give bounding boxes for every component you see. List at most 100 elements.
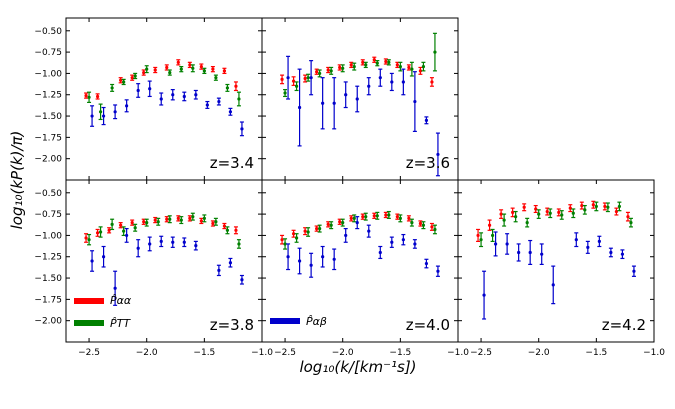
point-cross (321, 255, 325, 259)
point-alpha (580, 203, 584, 208)
point-tt (318, 71, 322, 76)
point-alpha (372, 214, 376, 218)
x-tick-label: −1.0 (447, 348, 469, 358)
point-cross (321, 101, 325, 105)
point-tt (341, 66, 345, 70)
point-cross (574, 238, 578, 242)
panels-layer: −0.50 −0.75 −1.00 −1.25 −1.50 −1.75 −2.00 z=3.4… (34, 17, 665, 358)
point-tt (156, 220, 160, 224)
y-tick-label: −0.50 (34, 27, 62, 37)
point-tt (421, 65, 426, 69)
point-alpha (176, 60, 180, 64)
point-alpha (142, 220, 146, 224)
redshift-label: z=4.0 (406, 316, 450, 334)
point-alpha (395, 215, 399, 219)
point-alpha (188, 63, 192, 67)
legend-label-alpha: P̂αα (110, 294, 132, 307)
point-alpha (142, 70, 146, 75)
point-cross (217, 268, 221, 272)
point-alpha (418, 221, 423, 226)
point-alpha (95, 94, 100, 99)
legend-label-tt: P̂TT (110, 317, 131, 330)
x-tick-label: −2.0 (136, 348, 158, 358)
point-cross (390, 240, 394, 244)
point-cross (482, 293, 486, 297)
point-alpha (130, 76, 134, 80)
point-alpha (487, 223, 492, 227)
point-cross (551, 283, 555, 287)
point-tt (375, 61, 379, 65)
y-tick-label: −1.00 (34, 69, 62, 79)
point-alpha (384, 59, 388, 64)
point-alpha (280, 77, 284, 81)
point-alpha (395, 63, 399, 67)
point-cross (113, 286, 117, 290)
point-tt (145, 221, 149, 225)
point-cross (90, 114, 94, 118)
point-cross (505, 242, 509, 246)
point-cross (286, 255, 290, 259)
panel-frame (457, 179, 655, 343)
point-cross (309, 263, 313, 267)
point-alpha (84, 236, 88, 240)
point-cross (113, 110, 117, 114)
point-cross (240, 278, 244, 282)
x-tick-label: −2.5 (274, 348, 296, 358)
point-tt (375, 214, 379, 218)
point-cross (309, 76, 313, 80)
point-cross (632, 269, 636, 273)
point-tt (191, 66, 195, 70)
point-cross (424, 118, 429, 122)
point-cross (125, 104, 129, 108)
point-alpha (119, 78, 123, 82)
point-tt (548, 211, 552, 215)
point-cross (367, 229, 371, 233)
legend-layer: P̂αα P̂TT P̂αβ (74, 294, 327, 330)
point-alpha (222, 69, 227, 73)
point-alpha (234, 228, 238, 232)
point-tt (237, 242, 241, 246)
point-tt (502, 218, 506, 222)
point-alpha (119, 223, 123, 227)
point-alpha (84, 93, 88, 98)
point-tt (87, 238, 91, 242)
panel-2: z=3.6 (261, 17, 459, 181)
point-cross (194, 244, 198, 248)
point-alpha (326, 222, 330, 226)
point-alpha (326, 68, 330, 72)
y-axis-label: log₁₀(kP(k)/π) (8, 131, 26, 230)
point-tt (387, 213, 391, 217)
point-alpha (557, 210, 561, 214)
point-alpha (407, 216, 411, 220)
point-tt (133, 226, 137, 230)
point-alpha (315, 70, 319, 74)
x-tick-label: −2.0 (332, 348, 354, 358)
point-tt (110, 222, 114, 226)
point-cross (171, 93, 175, 97)
point-alpha (418, 69, 423, 73)
point-alpha (430, 225, 434, 229)
point-tt (352, 65, 356, 69)
point-tt (179, 218, 183, 222)
point-cross (332, 101, 336, 105)
point-cross (194, 93, 198, 97)
point-cross (159, 97, 163, 101)
y-tick-label: −1.00 (34, 231, 62, 241)
point-alpha (176, 216, 180, 220)
point-alpha (291, 79, 296, 83)
point-tt (329, 223, 333, 227)
point-tt (98, 230, 103, 234)
point-alpha (614, 209, 619, 214)
point-alpha (315, 227, 319, 231)
y-tick-label: −1.25 (34, 253, 62, 263)
point-cross (413, 242, 417, 246)
point-cross (355, 221, 359, 225)
point-tt (283, 91, 287, 95)
point-alpha (153, 68, 157, 72)
point-alpha (234, 84, 238, 88)
x-tick-label: −1.5 (193, 348, 215, 358)
point-cross (378, 250, 382, 255)
point-tt (398, 216, 402, 220)
point-cross (355, 97, 359, 101)
point-cross (609, 250, 613, 255)
